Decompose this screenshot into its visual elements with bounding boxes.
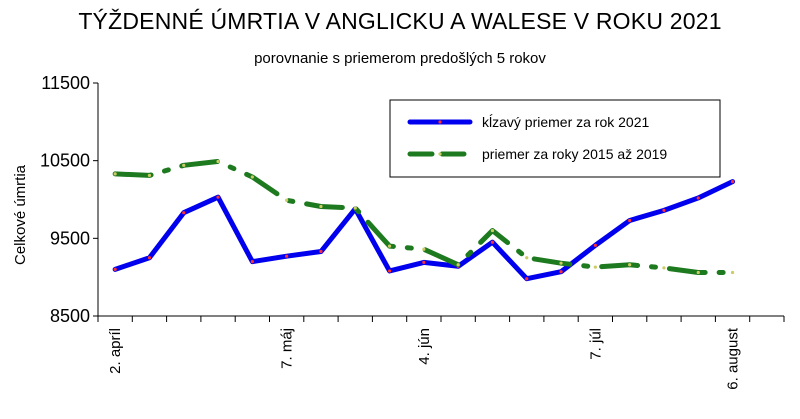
data-point [250, 175, 254, 179]
data-point [216, 195, 220, 199]
data-point [593, 243, 597, 247]
y-axis: 8500 9500 10500 11500 [40, 73, 99, 326]
series-line-2021 [112, 179, 736, 282]
data-point [353, 206, 357, 210]
data-point [285, 198, 289, 202]
data-point [147, 173, 152, 178]
data-point [422, 260, 426, 265]
data-point [182, 163, 186, 167]
data-point [730, 180, 735, 184]
data-point [559, 261, 563, 265]
data-point [387, 269, 392, 273]
legend-box [389, 99, 721, 178]
x-tick-label: 2. apríl [107, 328, 124, 374]
data-point [525, 277, 529, 281]
data-point [490, 240, 495, 244]
legend: kĺzavý priemer za rok 2021 priemer za rok… [389, 99, 721, 178]
data-point [147, 256, 152, 260]
x-tick-label: 4. jún [416, 328, 433, 365]
chart-title: TÝŽDENNÉ ÚMRTIA V ANGLICKU A WALESE V RO… [78, 8, 722, 34]
data-point [387, 244, 392, 248]
data-point [319, 204, 323, 209]
data-point [559, 270, 563, 274]
legend-marker [438, 152, 442, 156]
data-point [422, 247, 426, 251]
legend-entry-label: kĺzavý priemer za rok 2021 [482, 113, 650, 130]
legend-entry-label: priemer za roky 2015 až 2019 [482, 146, 667, 162]
data-point [319, 249, 323, 254]
data-point [285, 254, 289, 258]
data-point [216, 159, 220, 164]
y-tick-label: 9500 [50, 228, 90, 248]
y-tick-label: 10500 [40, 151, 90, 171]
data-point [593, 265, 597, 269]
series-lines [112, 158, 736, 282]
y-tick-label: 8500 [50, 306, 90, 326]
data-point [113, 267, 117, 271]
data-point [113, 172, 117, 176]
x-axis: 2. apríl 7. máj 4. jún 7. júl 6. august [97, 315, 785, 390]
chart-subtitle: porovnanie s priemerom predošlých 5 roko… [254, 50, 546, 67]
data-point [250, 260, 254, 264]
data-point [490, 228, 495, 233]
data-point [662, 266, 666, 270]
y-tick-label: 11500 [41, 73, 90, 93]
x-tick-label: 6. august [725, 327, 742, 390]
data-point [696, 196, 700, 200]
data-point [628, 218, 632, 223]
x-tick-label: 7. júl [587, 328, 604, 360]
legend-marker [438, 120, 442, 124]
data-point [628, 263, 632, 267]
data-point [696, 270, 700, 275]
data-point [662, 208, 666, 212]
data-point [182, 211, 186, 215]
x-tick-label: 7. máj [279, 328, 296, 369]
data-point [525, 256, 529, 260]
y-axis-title: Celkové úmrtia [12, 164, 29, 265]
data-point [456, 263, 460, 267]
data-point [730, 270, 735, 275]
